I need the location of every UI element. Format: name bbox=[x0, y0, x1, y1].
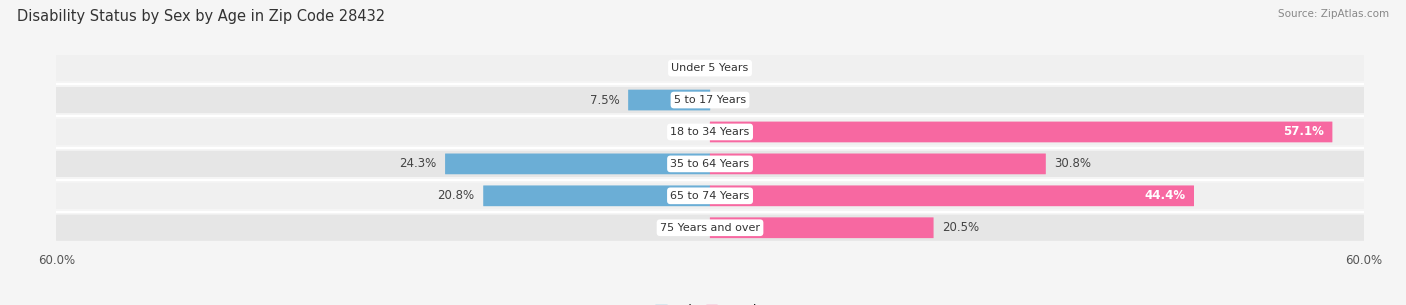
Text: 75 Years and over: 75 Years and over bbox=[659, 223, 761, 233]
FancyBboxPatch shape bbox=[628, 90, 710, 110]
FancyBboxPatch shape bbox=[56, 215, 1364, 241]
Text: 0.0%: 0.0% bbox=[672, 62, 702, 75]
FancyBboxPatch shape bbox=[710, 153, 1046, 174]
Text: 20.5%: 20.5% bbox=[942, 221, 979, 234]
FancyBboxPatch shape bbox=[56, 87, 1364, 113]
Text: 35 to 64 Years: 35 to 64 Years bbox=[671, 159, 749, 169]
FancyBboxPatch shape bbox=[56, 55, 1364, 81]
Text: 0.0%: 0.0% bbox=[672, 221, 702, 234]
Legend: Male, Female: Male, Female bbox=[651, 300, 769, 305]
FancyBboxPatch shape bbox=[56, 119, 1364, 145]
Text: Source: ZipAtlas.com: Source: ZipAtlas.com bbox=[1278, 9, 1389, 19]
Text: Under 5 Years: Under 5 Years bbox=[672, 63, 748, 73]
FancyBboxPatch shape bbox=[484, 185, 710, 206]
Text: 18 to 34 Years: 18 to 34 Years bbox=[671, 127, 749, 137]
Text: 57.1%: 57.1% bbox=[1282, 125, 1323, 138]
FancyBboxPatch shape bbox=[710, 185, 1194, 206]
Text: 30.8%: 30.8% bbox=[1054, 157, 1091, 170]
Text: 7.5%: 7.5% bbox=[591, 94, 620, 106]
FancyBboxPatch shape bbox=[446, 153, 710, 174]
Text: Disability Status by Sex by Age in Zip Code 28432: Disability Status by Sex by Age in Zip C… bbox=[17, 9, 385, 24]
FancyBboxPatch shape bbox=[710, 122, 1333, 142]
Text: 20.8%: 20.8% bbox=[437, 189, 475, 202]
Text: 0.0%: 0.0% bbox=[718, 62, 748, 75]
Text: 44.4%: 44.4% bbox=[1144, 189, 1185, 202]
Text: 5 to 17 Years: 5 to 17 Years bbox=[673, 95, 747, 105]
FancyBboxPatch shape bbox=[56, 183, 1364, 209]
FancyBboxPatch shape bbox=[56, 151, 1364, 177]
Text: 65 to 74 Years: 65 to 74 Years bbox=[671, 191, 749, 201]
Text: 0.0%: 0.0% bbox=[672, 125, 702, 138]
Text: 24.3%: 24.3% bbox=[399, 157, 436, 170]
FancyBboxPatch shape bbox=[710, 217, 934, 238]
Text: 0.0%: 0.0% bbox=[718, 94, 748, 106]
